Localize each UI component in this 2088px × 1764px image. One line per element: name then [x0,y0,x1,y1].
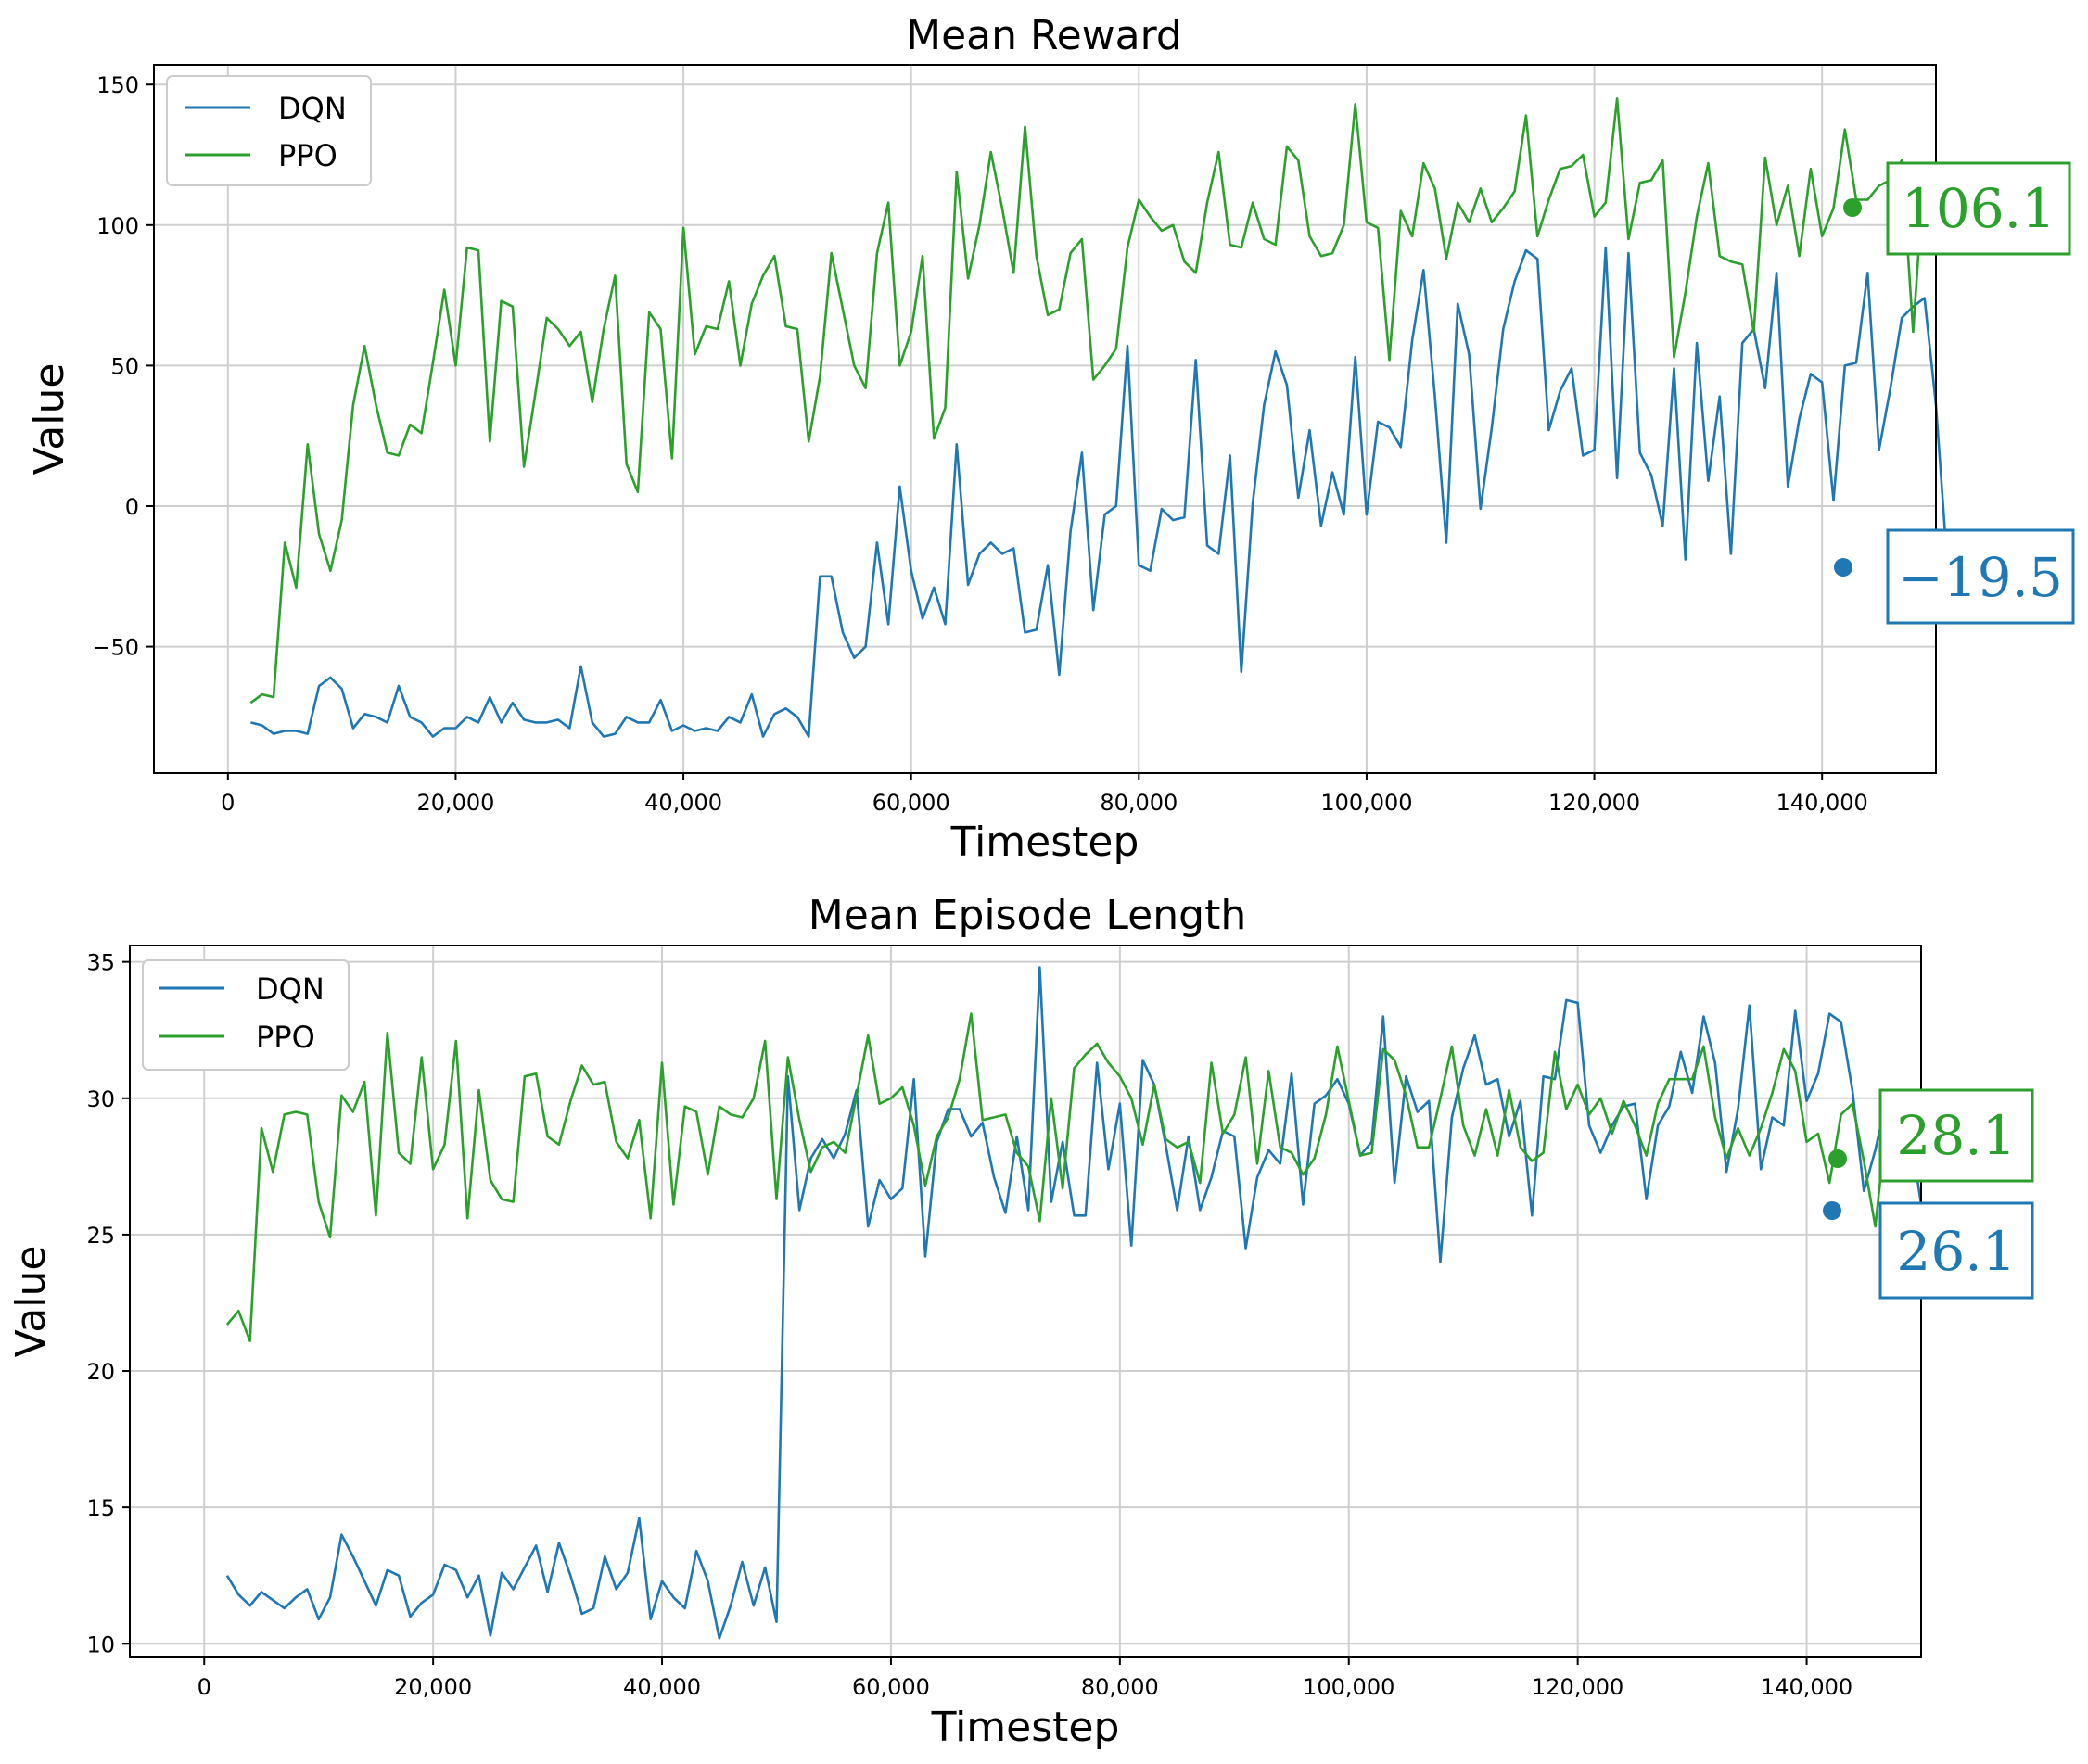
legend-label-ppo: PPO [256,1020,315,1055]
x-tick-label: 60,000 [852,1674,930,1700]
legend-label-dqn: DQN [256,971,325,1007]
y-tick-label: −50 [92,635,139,661]
y-tick-label: 20 [86,1359,115,1385]
x-tick-label: 80,000 [1081,1674,1159,1700]
legend-box [166,75,372,186]
y-axis-label: Value [26,363,73,476]
x-tick-label: 20,000 [394,1674,472,1700]
ppo-final-value-box [1878,1088,2034,1183]
x-tick-label: 120,000 [1532,1674,1623,1700]
y-tick-label: 25 [86,1223,115,1249]
x-tick-label: 100,000 [1303,1674,1394,1700]
plot-frame [153,64,1937,774]
legend-label-ppo: PPO [278,138,337,173]
final-value-callouts: 28.1 26.1 [1823,1088,2034,1300]
ppo-final-marker [1843,198,1862,217]
dqn-series-line [250,246,1949,738]
final-value-callouts: 106.1 −19.5 [1834,161,2075,625]
dqn-final-marker [1823,1201,1841,1220]
x-tick-label: 120,000 [1548,790,1640,816]
y-tick-label: 35 [86,950,115,976]
x-axis-label: Timestep [950,819,1139,866]
dqn-final-value: −19.5 [1898,546,2063,609]
ppo-final-marker [1828,1149,1847,1168]
mean-episode-length-panel: Mean Episode Length 0 20,000 40,000 60,000 8… [7,892,2034,1751]
x-tick-label: 0 [197,1674,211,1700]
dqn-final-value-box [1878,1201,2034,1300]
x-tick-label: 20,000 [416,790,494,816]
x-tick-label: 60,000 [872,790,950,816]
chart-title: Mean Episode Length [808,892,1246,939]
plot-frame [129,945,1922,1658]
y-tick-label: 0 [125,494,139,520]
x-tick-label: 80,000 [1100,790,1178,816]
ppo-series-line [249,97,1949,704]
y-tick-label: 150 [96,72,139,98]
legend-label-dqn: DQN [278,91,347,126]
chart-title: Mean Reward [906,12,1182,59]
y-axis-label: Value [7,1246,55,1358]
y-tick-label: 10 [86,1631,115,1657]
x-axis-label: Timestep [931,1704,1120,1751]
y-tick-label: 15 [86,1495,115,1521]
x-tick-label: 100,000 [1320,790,1412,816]
y-tick-label: 100 [96,213,139,239]
mean-reward-panel: Mean Reward 0 20,000 40,000 60,000 80,000 100… [26,12,2075,866]
legend: DQN PPO [142,959,350,1071]
dqn-final-value: 26.1 [1896,1220,2016,1283]
x-tick-label: 140,000 [1761,1674,1852,1700]
x-tick-label: 40,000 [644,790,722,816]
dqn-final-value-box [1886,528,2075,625]
ppo-final-value: 28.1 [1896,1104,2016,1167]
x-tick-label: 140,000 [1776,790,1868,816]
ppo-final-value-box [1886,161,2071,256]
ppo-final-value: 106.1 [1902,177,2056,240]
y-tick-label: 30 [86,1086,115,1112]
x-tick-label: 0 [221,790,235,816]
ppo-series-line [225,1012,1911,1342]
legend: DQN PPO [166,75,372,186]
y-tick-label: 50 [110,353,139,379]
x-tick-label: 40,000 [623,1674,701,1700]
dqn-final-marker [1834,558,1852,577]
